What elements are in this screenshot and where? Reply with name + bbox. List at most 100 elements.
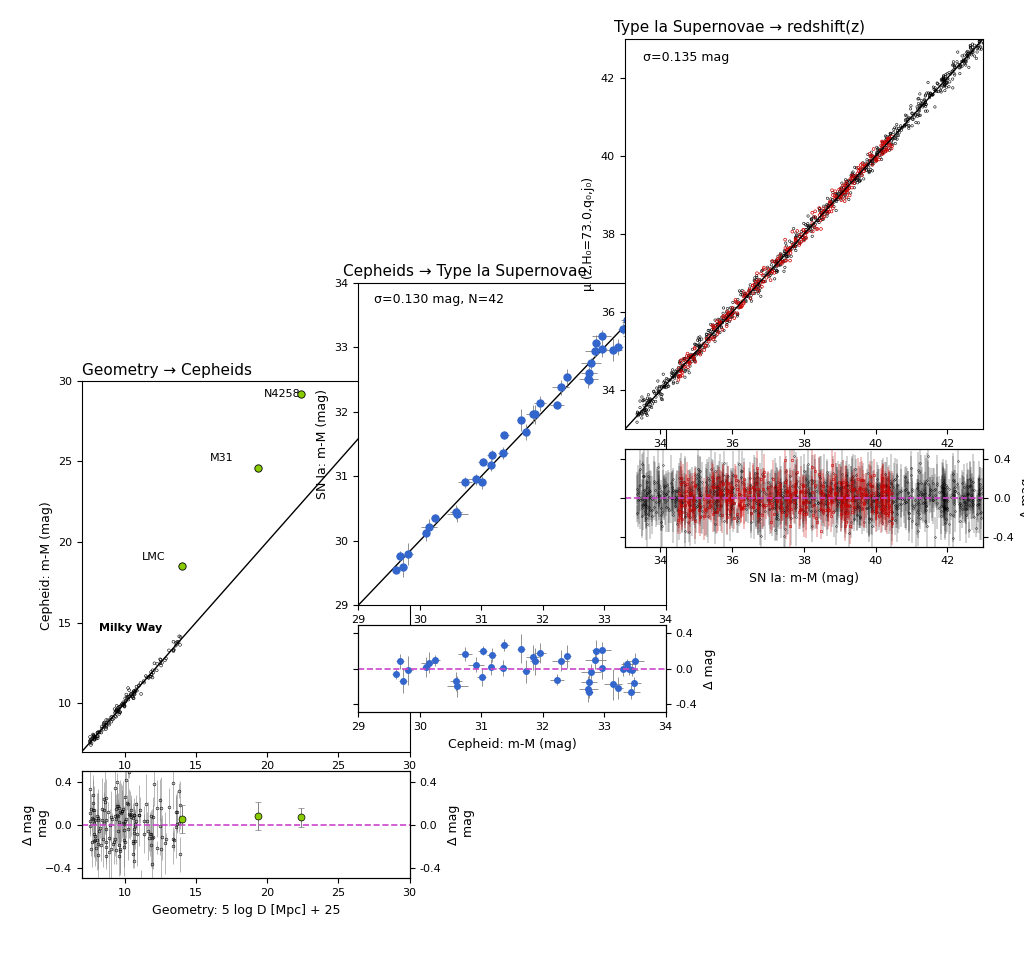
Point [956,56,973,71]
Point [914,100,931,115]
Point [744,278,761,294]
Point [678,354,694,370]
Point [112,705,128,720]
Point [635,393,651,409]
Point [884,129,900,144]
Point [706,321,722,337]
Point [874,145,891,161]
Point [698,326,715,342]
Point [798,217,814,232]
Point [741,280,758,296]
Point [961,50,977,65]
Point [929,75,945,91]
Point [866,150,883,166]
Point [828,189,845,205]
Point [873,142,890,158]
Point [749,269,765,285]
Point [746,280,763,296]
Point [838,176,854,191]
Point [863,152,880,168]
Point [928,83,944,99]
Point [755,273,771,289]
Point [964,47,980,62]
Point [751,274,767,290]
Point [250,460,266,475]
Point [161,642,177,658]
Point [848,169,864,184]
Point [898,116,914,132]
Point [674,363,690,379]
Point [742,285,759,301]
Point [777,244,794,260]
Point [781,241,798,257]
Point [866,149,883,165]
Point [869,147,886,163]
Point [728,295,744,310]
Point [772,251,788,266]
Point [658,371,675,386]
Point [954,54,971,69]
Point [844,175,860,190]
Point [801,220,817,235]
Point [935,68,951,84]
Point [821,196,838,212]
Point [746,280,763,296]
Point [84,731,100,747]
Point [639,393,655,409]
Point [808,221,824,236]
Point [678,351,694,367]
Point [680,354,696,370]
Point [750,279,766,295]
Point [143,664,160,679]
Point [152,651,168,667]
Point [136,674,153,690]
Point [675,351,691,367]
Point [904,105,921,121]
Point [169,636,185,652]
Point [749,280,765,296]
Point [712,325,728,341]
Point [99,712,116,728]
Point [858,160,874,176]
Point [868,144,885,160]
Point [803,212,819,227]
Point [787,238,804,254]
Point [732,299,749,314]
Point [127,686,143,702]
Point [859,157,876,173]
Point [677,363,693,379]
Point [937,83,953,99]
Point [673,355,689,371]
Point [120,689,136,705]
Point [650,383,667,398]
Point [685,350,701,366]
Point [700,339,717,354]
Point [759,263,775,278]
Point [710,319,726,335]
Point [852,165,868,181]
Point [706,320,722,336]
Point [970,40,986,56]
Point [672,368,688,384]
Point [718,311,734,327]
Point [899,108,915,124]
Point [798,224,814,240]
Point [774,252,791,267]
Point [703,322,720,338]
Point [729,305,745,321]
Point [856,160,872,176]
Point [869,146,886,162]
Point [904,111,921,127]
Point [840,182,856,197]
Point [798,230,814,246]
Point [898,117,914,133]
Point [858,162,874,178]
Point [719,307,735,323]
Point [638,405,654,421]
Point [927,80,943,96]
Point [864,155,881,171]
Point [705,318,721,334]
Point [818,204,835,220]
Point [912,107,929,123]
Point [827,190,844,206]
